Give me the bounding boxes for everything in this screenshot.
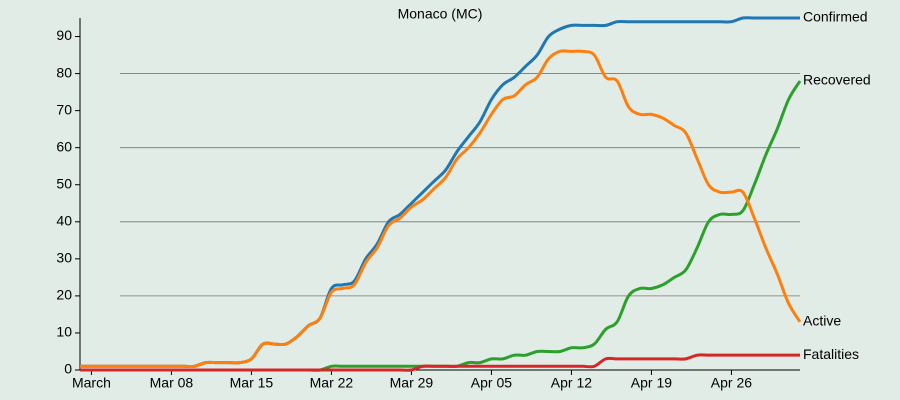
y-tick-label: 20 <box>56 287 72 303</box>
x-tick-label: Mar 22 <box>310 375 354 391</box>
y-tick-label: 80 <box>56 64 72 80</box>
series-line <box>79 80 802 372</box>
x-tick-label: Mar 15 <box>230 375 274 391</box>
x-tick-label: March <box>72 375 111 391</box>
y-tick-label: 90 <box>56 27 72 43</box>
x-tick-label: Mar 08 <box>150 375 194 391</box>
x-tick-label: Apr 12 <box>551 375 592 391</box>
legend-label: Recovered <box>803 72 871 88</box>
y-tick-label: 10 <box>56 324 72 340</box>
y-tick-label: 40 <box>56 212 72 228</box>
legend-label: Active <box>803 313 841 329</box>
y-tick-label: 0 <box>64 361 72 377</box>
legend-label: Confirmed <box>803 9 868 25</box>
y-tick-label: 30 <box>56 250 72 266</box>
series-line <box>79 49 802 369</box>
x-tick-label: Mar 29 <box>390 375 434 391</box>
x-tick-label: Apr 26 <box>711 375 752 391</box>
series-line <box>79 353 800 372</box>
legend-label: Fatalities <box>803 346 859 362</box>
series-line <box>79 16 800 369</box>
y-tick-label: 70 <box>56 101 72 117</box>
chart-title: Monaco (MC) <box>398 6 483 22</box>
y-tick-label: 50 <box>56 175 72 191</box>
x-tick-label: Apr 19 <box>631 375 672 391</box>
x-tick-label: Apr 05 <box>471 375 512 391</box>
y-tick-label: 60 <box>56 138 72 154</box>
